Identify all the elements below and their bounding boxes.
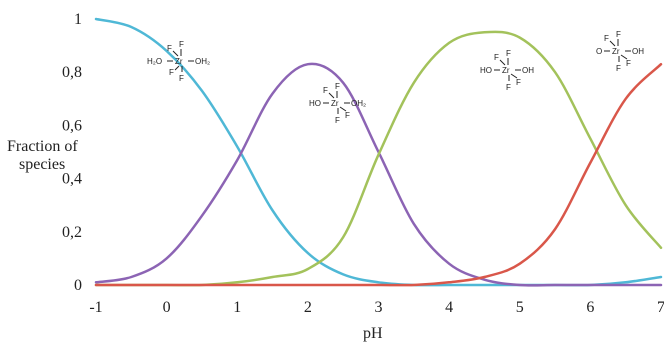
species-label-h2o-zr-oh2: H₂O Zr OH₂ F F F F (147, 40, 210, 83)
x-tick-label: 4 (445, 299, 453, 316)
atom-center: Zr (502, 66, 510, 75)
species-label-ho-zr-oh2: HO Zr OH₂ F F F F (309, 82, 366, 125)
atom-center: Zr (175, 57, 183, 66)
atom-left: H₂O (147, 57, 162, 66)
atom-center: Zr (612, 47, 620, 56)
x-tick-label: -1 (89, 299, 102, 316)
atom-upper-left: F (323, 86, 328, 95)
y-tick-label: 1 (74, 11, 82, 28)
atom-left: HO (309, 99, 321, 108)
atom-upper-left: F (604, 34, 609, 43)
species-curves (94, 17, 663, 287)
x-tick-label: 1 (233, 299, 241, 316)
atom-left: O (596, 47, 602, 56)
y-tick-label: 0,2 (62, 224, 82, 241)
atom-bottom: F (179, 74, 184, 83)
atom-top: F (179, 40, 184, 49)
series-line-2 (94, 62, 663, 287)
atom-bottom: F (616, 64, 621, 73)
atom-right: OH₂ (195, 57, 210, 66)
x-tick-label: 6 (586, 299, 594, 316)
y-axis-title-line-1: Fraction of (7, 138, 78, 155)
x-axis-title: pH (363, 325, 383, 342)
atom-upper-left: F (167, 44, 172, 53)
atom-lower-left: F (516, 78, 521, 87)
y-tick-label: 0 (74, 277, 82, 294)
x-tick-label: 2 (304, 299, 312, 316)
series-line-3 (94, 30, 663, 287)
x-tick-label: 5 (516, 299, 524, 316)
x-tick-label: 3 (375, 299, 383, 316)
atom-lower-left: F (345, 111, 350, 120)
y-tick-label: 0,6 (62, 117, 82, 134)
atom-left: HO (480, 66, 492, 75)
atom-bottom: F (506, 83, 511, 92)
x-tick-label: 0 (163, 299, 171, 316)
series-line-4 (94, 62, 663, 287)
atom-top: F (616, 30, 621, 39)
atom-right: OH (522, 66, 534, 75)
y-axis-title-line-2: species (19, 156, 65, 173)
atom-right: OH₂ (351, 99, 366, 108)
atom-upper-left: F (494, 53, 499, 62)
atom-center: Zr (331, 99, 339, 108)
atom-top: F (506, 49, 511, 58)
y-tick-label: 0,8 (62, 64, 82, 81)
tick-labels: -1 0 1 2 3 4 5 6 7 0 0,2 0,4 0,6 0,8 1 (62, 11, 664, 316)
atom-lower-left: F (626, 59, 631, 68)
atom-top: F (335, 82, 340, 91)
y-tick-label: 0,4 (62, 171, 82, 188)
species-label-o-zr-oh: O Zr OH F F F F (596, 30, 644, 73)
species-label-ho-zr-oh: HO Zr OH F F F F (480, 49, 534, 92)
atom-right: OH (632, 47, 644, 56)
atom-bottom: F (335, 116, 340, 125)
x-tick-label: 7 (657, 299, 664, 316)
atom-lower-left: F (169, 68, 174, 77)
